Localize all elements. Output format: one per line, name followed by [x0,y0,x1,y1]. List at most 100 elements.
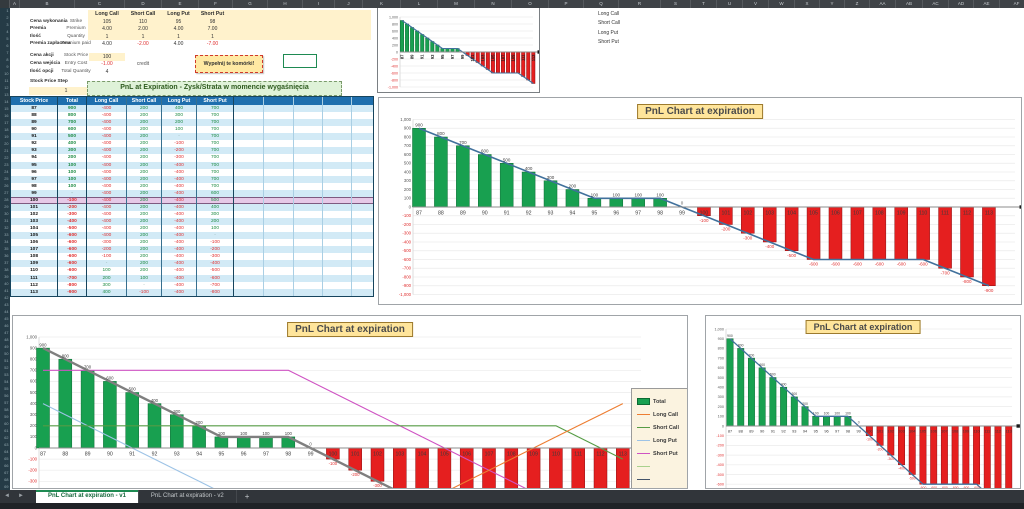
legend-entry[interactable]: Short Call [637,421,687,434]
cell[interactable] [352,154,373,161]
table-header-cell[interactable] [234,97,264,105]
cell[interactable]: 200 [162,119,197,127]
cell[interactable]: -400 [58,218,87,226]
cell[interactable] [234,147,264,155]
cell[interactable] [264,274,294,282]
cell[interactable]: -400 [87,196,127,204]
cell[interactable] [352,126,373,133]
cell[interactable]: 93 [11,147,58,155]
row-header-47[interactable]: 47 [4,331,9,335]
cell[interactable] [323,210,352,218]
total-quantity-value[interactable]: 4 [105,69,109,75]
cell[interactable] [264,203,294,211]
add-sheet-button[interactable]: + [244,492,250,501]
row-header-10[interactable]: 10 [4,72,9,76]
row-header-50[interactable]: 50 [4,352,9,356]
row-header-16[interactable]: 16 [4,114,9,118]
cell[interactable] [294,210,323,218]
cell[interactable]: -800 [58,281,87,289]
cell[interactable] [234,189,264,197]
cell[interactable]: -400 [87,119,127,127]
cell[interactable]: 400 [162,105,197,113]
cell[interactable]: 100 [127,274,162,282]
cell[interactable] [352,119,373,126]
row-header-39[interactable]: 39 [4,275,9,279]
cell[interactable]: 200 [127,203,162,211]
cell[interactable] [323,140,352,148]
cell[interactable]: -400 [162,210,197,218]
cell[interactable] [234,225,264,233]
cell[interactable]: 96 [11,168,58,176]
cell[interactable]: 108 [11,253,58,261]
cell[interactable]: 200 [127,246,162,254]
column-header-AA[interactable]: AA [870,0,896,8]
row-header-34[interactable]: 34 [4,240,9,244]
cell[interactable]: 200 [127,189,162,197]
pnl-chart-v1[interactable]: 1,000 900 800 700 600 500 400 300 200 100 0 -100 -20… [12,315,688,489]
cell[interactable]: 90 [11,126,58,134]
cell[interactable]: 200 [127,182,162,190]
cell[interactable] [352,140,373,147]
cell[interactable]: 200 [127,239,162,247]
cell[interactable]: -100 [197,239,234,247]
cell[interactable] [264,246,294,254]
cell[interactable] [323,203,352,211]
row-header-42[interactable]: 42 [4,296,9,300]
param-value-cell[interactable]: 1 [211,33,214,40]
cell[interactable]: -200 [162,147,197,155]
cell[interactable] [352,162,373,169]
cell[interactable]: 500 [58,133,87,141]
cell[interactable]: 300 [87,281,127,289]
cell[interactable] [323,239,352,247]
cell[interactable]: 112 [11,281,58,289]
cell[interactable]: 700 [197,140,234,148]
chart-legend[interactable]: Total Long Call Short Call Long Put Short Pu… [631,388,687,488]
row-header-17[interactable]: 17 [4,121,9,125]
cell[interactable]: 700 [197,112,234,120]
cell[interactable] [352,246,373,253]
cell[interactable]: -400 [87,218,127,226]
cell[interactable] [352,253,373,260]
cell[interactable]: -400 [87,232,127,240]
cell[interactable] [352,282,373,289]
cell[interactable] [294,225,323,233]
param-value-cell[interactable]: 1 [141,33,145,40]
cell[interactable]: 113 [11,288,58,296]
cell[interactable] [294,189,323,197]
cell[interactable]: -800 [197,288,234,296]
sheet-tab[interactable]: PnL Chart at expiration - v2 [139,490,237,503]
cell[interactable] [323,225,352,233]
cell[interactable]: 600 [197,189,234,197]
cell[interactable] [323,119,352,127]
table-header-cell[interactable] [294,97,323,105]
cell[interactable]: 800 [58,112,87,120]
row-header-15[interactable]: 15 [4,107,9,111]
cell[interactable]: 700 [197,133,234,141]
row-header-61[interactable]: 61 [4,429,9,433]
cell[interactable] [323,246,352,254]
legend-entry[interactable] [637,486,687,488]
cell[interactable]: 700 [197,168,234,176]
column-header-D[interactable]: D [125,0,162,8]
cell[interactable] [294,119,323,127]
param-value-cell[interactable]: 4.00 [102,41,112,47]
cell[interactable] [352,275,373,282]
cell[interactable] [323,147,352,155]
cell[interactable]: 100 [87,267,127,275]
table-header-cell[interactable]: Total [58,97,87,105]
row-header-14[interactable]: 14 [4,100,9,104]
row-header-30[interactable]: 30 [4,212,9,216]
column-header-N[interactable]: N [475,0,512,8]
cell[interactable] [294,126,323,134]
cell[interactable] [352,289,373,296]
legend-entry[interactable] [637,460,687,473]
cell[interactable]: -200 [87,246,127,254]
param-value-cell[interactable]: 4.00 [102,26,112,32]
cell[interactable]: 100 [162,126,197,134]
row-header-3[interactable]: 3 [6,23,9,27]
cell[interactable]: 900 [58,105,87,113]
cell[interactable]: -400 [162,225,197,233]
cell[interactable] [294,288,323,296]
stock-price-cell[interactable]: 100 [89,52,125,61]
select-all-corner[interactable] [0,0,10,8]
